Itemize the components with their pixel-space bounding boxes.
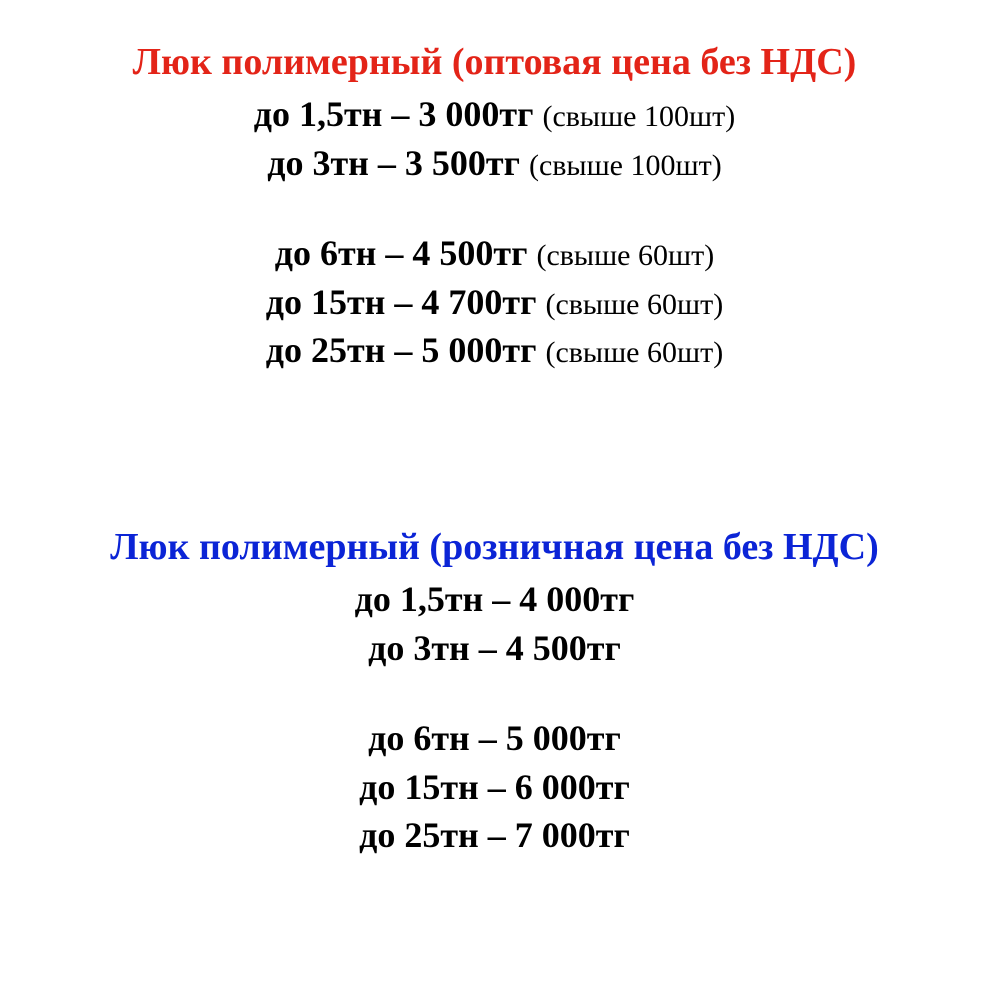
price-main: до 3тн – 3 500тг (267, 143, 529, 183)
price-line: до 6тн – 4 500тг (свыше 60шт) (0, 229, 989, 278)
retail-title: Люк полимерный (розничная цена без НДС) (0, 525, 989, 569)
price-note: (свыше 60шт) (536, 239, 714, 272)
price-line: до 15тн – 4 700тг (свыше 60шт) (0, 278, 989, 327)
price-main: до 15тн – 6 000тг (359, 767, 630, 807)
price-main: до 6тн – 4 500тг (275, 233, 537, 273)
price-main: до 6тн – 5 000тг (368, 718, 621, 758)
price-note: (свыше 60шт) (545, 336, 723, 369)
price-line: до 1,5тн – 4 000тг (0, 575, 989, 624)
price-main: до 25тн – 7 000тг (359, 815, 630, 855)
price-note: (свыше 100шт) (529, 149, 722, 182)
group-gap (0, 672, 989, 714)
price-line: до 15тн – 6 000тг (0, 763, 989, 812)
price-line: до 25тн – 7 000тг (0, 811, 989, 860)
wholesale-section: Люк полимерный (оптовая цена без НДС) до… (0, 40, 989, 375)
price-line: до 1,5тн – 3 000тг (свыше 100шт) (0, 90, 989, 139)
price-line: до 3тн – 3 500тг (свыше 100шт) (0, 139, 989, 188)
price-main: до 3тн – 4 500тг (368, 628, 621, 668)
wholesale-title: Люк полимерный (оптовая цена без НДС) (0, 40, 989, 84)
price-main: до 25тн – 5 000тг (266, 330, 546, 370)
section-gap (0, 375, 989, 525)
price-note: (свыше 100шт) (542, 100, 735, 133)
retail-section: Люк полимерный (розничная цена без НДС) … (0, 525, 989, 860)
price-main: до 1,5тн – 4 000тг (355, 579, 635, 619)
price-line: до 25тн – 5 000тг (свыше 60шт) (0, 326, 989, 375)
price-main: до 1,5тн – 3 000тг (254, 94, 543, 134)
group-gap (0, 187, 989, 229)
price-line: до 3тн – 4 500тг (0, 624, 989, 673)
price-note: (свыше 60шт) (545, 288, 723, 321)
price-main: до 15тн – 4 700тг (266, 282, 546, 322)
price-line: до 6тн – 5 000тг (0, 714, 989, 763)
